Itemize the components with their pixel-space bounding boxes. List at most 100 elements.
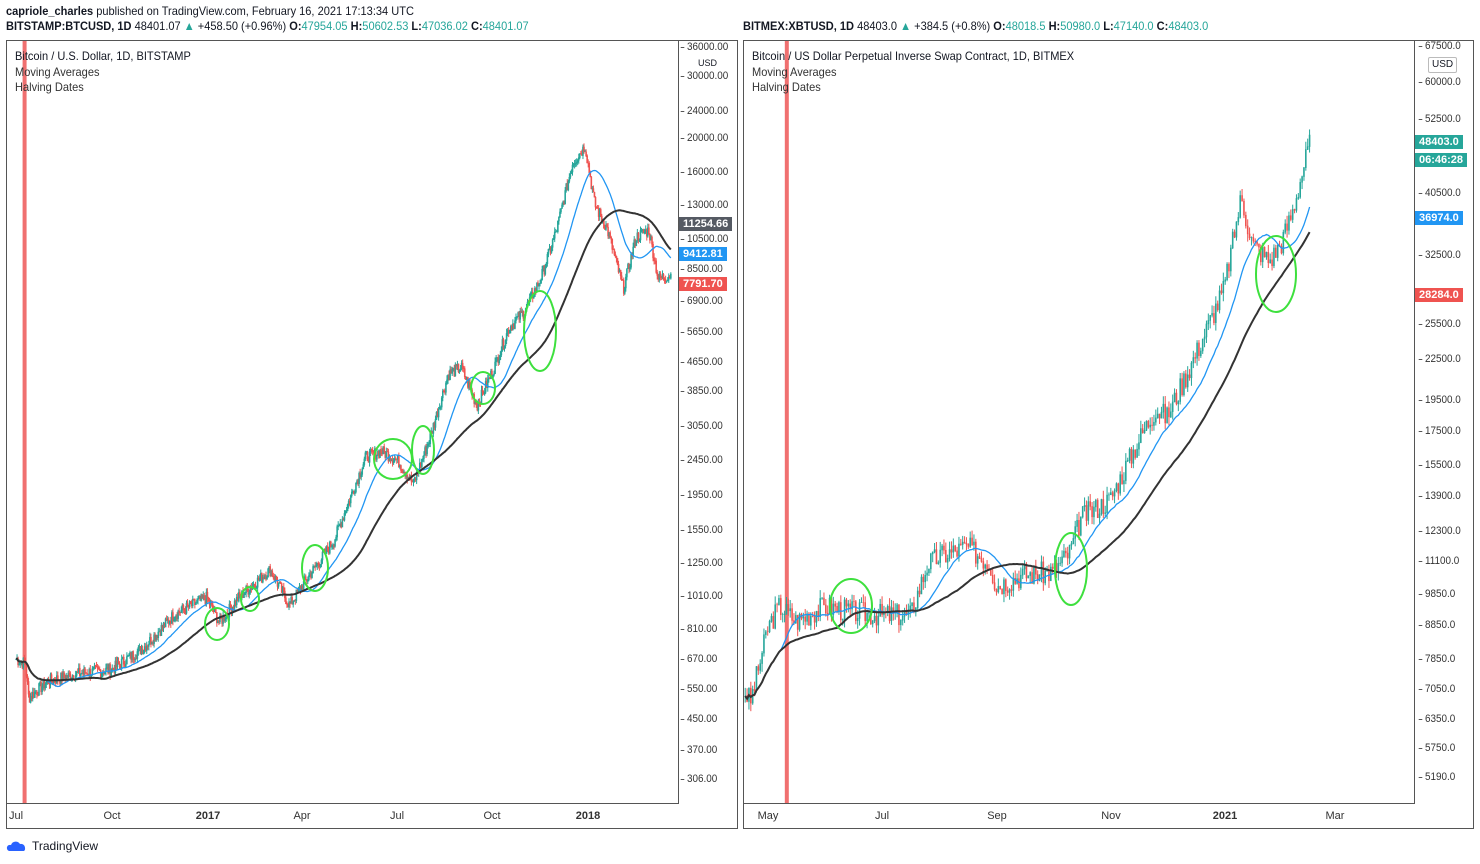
left-open: 47954.05 — [301, 19, 348, 33]
left-currency-label[interactable]: USD — [698, 58, 718, 68]
price-badge: 48403.0 — [1415, 135, 1463, 149]
price-axis-label: 3850.00 — [680, 385, 723, 397]
price-badge: 28284.0 — [1415, 288, 1463, 302]
price-axis-label: 670.00 — [680, 653, 718, 665]
left-last: 48401.07 — [134, 19, 181, 33]
price-axis-label: 3050.00 — [680, 420, 723, 432]
l-label: L: — [1103, 19, 1114, 33]
price-axis-label: 32500.0 — [1418, 249, 1461, 261]
right-plot-area[interactable] — [744, 41, 1415, 804]
left-symbol: BITSTAMP:BTCUSD, 1D — [6, 19, 132, 33]
time-axis-label: 2018 — [575, 810, 601, 822]
left-legend: Bitcoin / U.S. Dollar, 1D, BITSTAMP Movi… — [15, 49, 191, 96]
price-axis-label: 24000.00 — [680, 105, 729, 117]
price-axis-label: 7050.0 — [1418, 683, 1456, 695]
price-axis-label: 370.00 — [680, 744, 718, 756]
l-label: L: — [411, 19, 422, 33]
price-axis-label: 1950.00 — [680, 489, 723, 501]
price-axis-label: 67500.0 — [1418, 40, 1461, 52]
time-axis-label: Mar — [1325, 810, 1345, 822]
time-axis-label: 2017 — [195, 810, 221, 822]
price-axis-label: 52500.0 — [1418, 113, 1461, 125]
price-axis-label: 13000.00 — [680, 199, 729, 211]
price-axis-label: 6900.00 — [680, 295, 723, 307]
price-badge: 9412.81 — [679, 247, 727, 261]
right-low: 47140.0 — [1113, 19, 1154, 33]
publish-date: published on TradingView.com, February 1… — [96, 4, 414, 18]
price-axis-label: 5750.0 — [1418, 742, 1456, 754]
price-axis-label: 810.00 — [680, 623, 718, 635]
price-axis-label: 8850.0 — [1418, 619, 1456, 631]
price-axis-label: 6350.0 — [1418, 713, 1456, 725]
price-badge: 36974.0 — [1415, 211, 1463, 225]
o-label: O: — [289, 19, 302, 33]
price-axis-label: 550.00 — [680, 683, 718, 695]
tradingview-brand: TradingView — [32, 839, 99, 853]
right-legend-moving-averages[interactable]: Moving Averages — [752, 64, 837, 79]
o-label: O: — [993, 19, 1006, 33]
price-axis-label: 4650.00 — [680, 356, 723, 368]
price-axis-label: 1010.00 — [680, 590, 723, 602]
price-axis-label: 17500.0 — [1418, 425, 1461, 437]
price-badge: 7791.70 — [679, 277, 727, 291]
left-chart-pane[interactable]: Bitcoin / U.S. Dollar, 1D, BITSTAMP Movi… — [6, 40, 738, 829]
right-chart-pane[interactable]: Bitcoin / US Dollar Perpetual Inverse Sw… — [743, 40, 1474, 829]
up-arrow-icon: ▲ — [183, 19, 195, 33]
left-legend-moving-averages[interactable]: Moving Averages — [15, 64, 100, 79]
price-axis-label: 40500.0 — [1418, 187, 1461, 199]
price-axis-label: 306.00 — [680, 773, 718, 785]
price-badge: 06:46:28 — [1415, 153, 1468, 167]
left-low: 47036.02 — [421, 19, 468, 33]
up-arrow-icon: ▲ — [900, 19, 912, 33]
time-axis-label: May — [757, 810, 779, 822]
left-close: 48401.07 — [482, 19, 529, 33]
time-axis-label: Sep — [987, 810, 1007, 822]
publish-info: capriole_charles published on TradingVie… — [6, 4, 414, 18]
slow-moving-average-line — [744, 231, 1311, 701]
left-plot-area[interactable] — [7, 41, 679, 804]
time-axis-label: Jul — [874, 810, 890, 822]
halving-date-line — [22, 41, 27, 803]
halving-date-line — [784, 41, 789, 803]
tradingview-logo[interactable]: TradingView — [6, 839, 98, 853]
right-symbol: BITMEX:XBTUSD, 1D — [743, 19, 855, 33]
price-badge: 11254.66 — [679, 217, 733, 231]
time-axis-label: Nov — [1101, 810, 1121, 822]
price-axis-label: 7850.0 — [1418, 653, 1456, 665]
left-symbol-info: BITSTAMP:BTCUSD, 1D 48401.07 ▲ +458.50 (… — [6, 19, 529, 33]
right-symbol-info: BITMEX:XBTUSD, 1D 48403.0 ▲ +384.5 (+0.8… — [743, 19, 1208, 33]
slow-moving-average-line — [15, 209, 672, 682]
left-high: 50602.53 — [362, 19, 409, 33]
price-axis-label: 13900.0 — [1418, 490, 1461, 502]
time-axis-label: Oct — [103, 810, 121, 822]
cloud-logo-icon — [6, 841, 26, 851]
c-label: C: — [1156, 19, 1169, 33]
h-label: H: — [350, 19, 363, 33]
price-axis-label: 60000.0 — [1418, 76, 1461, 88]
right-change: +384.5 (+0.8%) — [914, 19, 991, 33]
price-axis-label: 22500.0 — [1418, 353, 1461, 365]
publisher-name[interactable]: capriole_charles — [6, 4, 94, 18]
time-axis-label: Jul — [8, 810, 24, 822]
h-label: H: — [1048, 19, 1061, 33]
left-change: +458.50 (+0.96%) — [197, 19, 287, 33]
price-axis-label: 30000.00 — [680, 70, 729, 82]
time-axis-label: 2021 — [1212, 810, 1238, 822]
price-axis-label: 5650.00 — [680, 326, 723, 338]
left-legend-halving-dates[interactable]: Halving Dates — [15, 80, 84, 94]
time-axis-label: Apr — [293, 810, 311, 822]
right-currency-button[interactable]: USD — [1428, 57, 1458, 73]
price-axis-label: 5190.0 — [1418, 771, 1456, 783]
price-axis-label: 2450.00 — [680, 454, 723, 466]
price-axis-label: 10500.00 — [680, 233, 729, 245]
price-axis-label: 11100.0 — [1418, 555, 1460, 567]
time-axis-label: Oct — [483, 810, 501, 822]
right-open: 48018.5 — [1005, 19, 1046, 33]
right-legend-title: Bitcoin / US Dollar Perpetual Inverse Sw… — [752, 49, 1075, 63]
price-axis-label: 8500.00 — [680, 263, 723, 275]
c-label: C: — [470, 19, 483, 33]
right-legend-halving-dates[interactable]: Halving Dates — [752, 80, 821, 94]
price-axis-label: 16000.00 — [680, 166, 729, 178]
price-axis-label: 15500.0 — [1418, 459, 1461, 471]
right-last: 48403.0 — [857, 19, 898, 33]
